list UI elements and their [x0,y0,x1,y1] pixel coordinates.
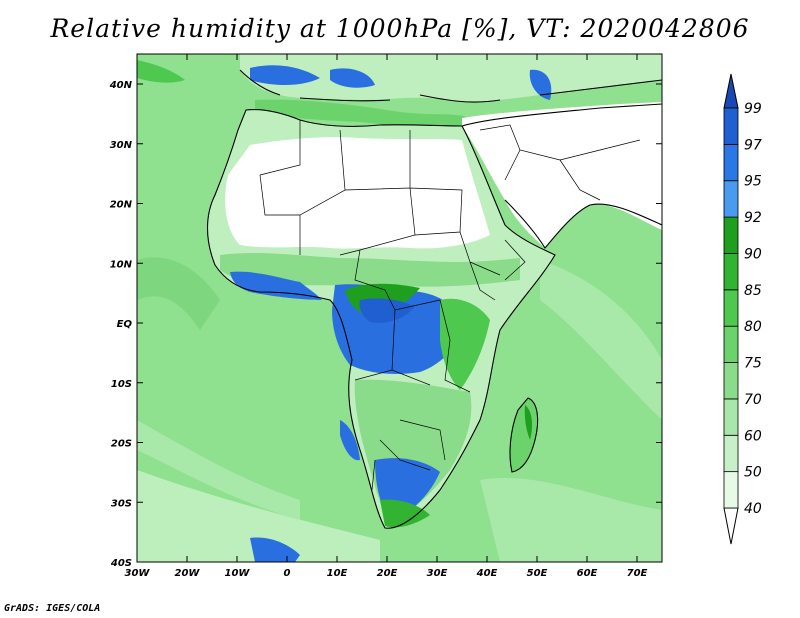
colorbar-segment [723,289,739,327]
lat-tick-label: 40S [110,558,132,569]
ocean-streak [137,257,220,330]
lon-tick-label: 60E [577,568,598,579]
colorbar-label: 75 [744,356,762,372]
colorbar-label: 99 [744,101,762,117]
colorbar-label: 70 [744,392,762,408]
country-borders [259,120,641,491]
map-title: Relative humidity at 1000hPa [%], VT: 20… [50,14,750,43]
colorbar-segment [723,434,739,473]
lon-tick-label: 10W [225,568,251,579]
coastline-madagascar [509,397,539,473]
humid-patch [340,420,360,461]
mediterranean-sea [255,99,470,129]
lon-tick-label: 10E [327,568,348,579]
map-field [137,54,662,562]
lon-tick-label: 30E [427,568,448,579]
colorbar-segment [723,180,739,218]
colorbar-label: 92 [744,210,762,226]
latitude-axis: 40N 30N 20N 10N EQ 10S 20S 30S 40S [109,80,662,569]
lat-tick-label: 30S [111,498,132,509]
lat-tick-label: 20N [110,200,133,211]
sahara-dry [225,137,490,249]
humid-patch [137,60,185,83]
lat-tick-label: 30N [110,140,133,151]
lon-tick-label: 20W [175,568,201,579]
humid-patch [250,65,320,85]
colorbar-label: 80 [744,319,762,335]
lon-tick-label: 40E [476,568,498,579]
humid-patch [250,537,300,562]
colorbar-segment [723,253,739,291]
lon-tick-label: 30W [125,568,151,579]
ocean-streak [540,260,662,420]
humid-patch [529,69,552,100]
coastline-arabia [461,103,662,249]
south-africa-green [380,499,430,528]
colorbar-label: 60 [744,428,762,444]
colorbar-label: 50 [744,465,762,481]
ocean-streak [480,477,662,562]
colorbar-segment [723,107,739,145]
arabia-dry [480,112,662,225]
europe-land [240,54,662,103]
colorbar-segment [723,362,739,400]
colorbar-segment [723,216,739,254]
colorbar-bottom-arrow [723,507,739,545]
ocean-streak [137,470,380,562]
lat-tick-label: 20S [111,439,132,450]
lat-tick-label: 10S [111,379,132,390]
humid-patch [359,298,415,323]
madagascar-humid [524,405,533,440]
colorbar-label: 97 [744,137,762,153]
colorbar-segment [723,398,739,436]
coastline-europe [239,69,662,103]
lat-tick-label: 40N [109,80,133,91]
longitude-axis: 30W 20W 10W 0 10E 20E 30E 40E 50E 60E 70E [125,54,648,579]
lat-tick-label: 10N [110,259,133,270]
colorbar-top-arrow [723,73,739,109]
border [479,124,641,201]
coastlines [207,69,662,529]
colorbar-label: 95 [744,174,762,190]
lon-tick-label: 70E [627,568,648,579]
colorbar-label: 85 [744,283,762,299]
humid-patch [330,68,375,88]
lon-tick-label: 0 [284,568,291,579]
border [259,120,526,491]
colorbar-segment [723,325,739,363]
colorbar-label: 40 [744,501,762,517]
lat-tick-label: EQ [117,319,133,330]
colorbar-label: 90 [744,246,762,262]
colorbar-segment [723,471,739,509]
ocean-streak [137,420,300,520]
east-africa-green [440,298,490,390]
lon-tick-label: 50E [527,568,548,579]
coastline-africa [207,109,556,529]
sahel-band [220,253,520,287]
grads-credit: GrADS: IGES/COLA [4,603,101,614]
lon-tick-label: 20E [377,568,398,579]
humid-patch [230,271,322,300]
colorbar: 40 50 60 70 75 80 85 90 92 95 97 99 [723,73,762,545]
colorbar-segment [723,143,739,182]
plot-frame [136,53,663,563]
